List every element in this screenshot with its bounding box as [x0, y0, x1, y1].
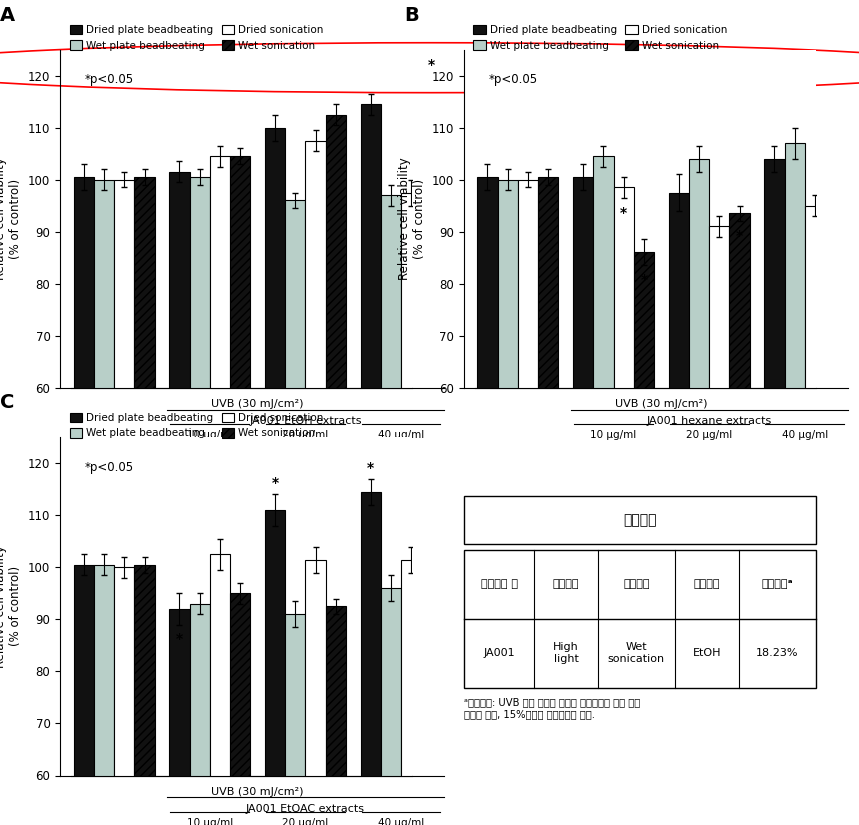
Legend: Dried plate beadbeating, Wet plate beadbeating, Dried sonication, Wet sonication: Dried plate beadbeating, Wet plate beadb… — [65, 408, 328, 443]
Text: Wet
sonication: Wet sonication — [608, 643, 665, 664]
Text: High
light: High light — [553, 643, 579, 664]
Text: 10 μg/ml: 10 μg/ml — [590, 431, 637, 441]
Text: 10 μg/ml: 10 μg/ml — [186, 431, 233, 441]
Bar — [74, 177, 94, 388]
Bar — [689, 158, 710, 388]
Legend: Dried plate beadbeating, Wet plate beadbeating, Dried sonication, Wet sonication: Dried plate beadbeating, Wet plate beadb… — [65, 21, 328, 55]
Text: 20 μg/ml: 20 μg/ml — [686, 431, 732, 441]
Bar — [326, 115, 346, 388]
Bar — [594, 156, 613, 388]
Bar — [765, 158, 784, 388]
Text: *p<0.05: *p<0.05 — [85, 461, 134, 474]
Bar — [401, 192, 421, 388]
Text: 효과정도ᵃ: 효과정도ᵃ — [761, 579, 793, 589]
Bar — [230, 593, 250, 776]
Bar — [668, 192, 689, 388]
Bar — [710, 226, 729, 388]
Y-axis label: Relative cell viability
(% of control): Relative cell viability (% of control) — [0, 158, 22, 280]
Text: *p<0.05: *p<0.05 — [489, 73, 538, 86]
Text: UVB (30 mJ/cm²): UVB (30 mJ/cm²) — [615, 399, 708, 409]
Text: JA001: JA001 — [484, 648, 515, 658]
Bar — [573, 177, 594, 388]
Text: 미세조류 종: 미세조류 종 — [480, 579, 518, 589]
Bar — [306, 559, 326, 776]
Bar — [210, 156, 230, 388]
Text: *: * — [428, 58, 435, 72]
Text: *: * — [640, 273, 648, 287]
Text: *p<0.05: *p<0.05 — [85, 73, 134, 86]
Text: *: * — [736, 229, 743, 243]
Bar — [497, 180, 518, 388]
Bar — [729, 214, 750, 388]
Bar — [784, 144, 805, 388]
Text: JA001 EtOAC extracts: JA001 EtOAC extracts — [246, 804, 365, 814]
Text: 추출방법: 추출방법 — [623, 579, 649, 589]
Bar — [613, 187, 634, 388]
Bar — [538, 177, 558, 388]
Bar — [230, 156, 250, 388]
Bar — [94, 180, 114, 388]
Bar — [190, 604, 210, 776]
Bar — [74, 565, 94, 775]
Bar — [169, 172, 190, 388]
Text: JA001 hexane extracts: JA001 hexane extracts — [647, 417, 771, 427]
Bar — [478, 177, 497, 388]
Bar — [326, 606, 346, 776]
Bar — [285, 614, 306, 775]
Bar — [94, 565, 114, 775]
Bar — [401, 559, 421, 776]
Text: UVB (30 mJ/cm²): UVB (30 mJ/cm²) — [211, 399, 304, 409]
Bar — [134, 565, 155, 775]
Text: *: * — [176, 633, 183, 647]
Bar — [265, 510, 285, 776]
Bar — [285, 200, 306, 388]
Bar — [134, 177, 155, 388]
Text: 20 μg/ml: 20 μg/ml — [283, 818, 328, 825]
Bar — [805, 205, 825, 388]
Y-axis label: Relative cell viability
(% of control): Relative cell viability (% of control) — [399, 158, 426, 280]
Bar — [361, 104, 381, 388]
Y-axis label: Relative cell viability
(% of control): Relative cell viability (% of control) — [0, 545, 22, 667]
Text: 40 μg/ml: 40 μg/ml — [378, 818, 424, 825]
Text: 20 μg/ml: 20 μg/ml — [283, 431, 328, 441]
Bar — [381, 588, 401, 776]
Text: UVB (30 mJ/cm²): UVB (30 mJ/cm²) — [211, 787, 304, 797]
Text: 40 μg/ml: 40 μg/ml — [782, 431, 828, 441]
Text: 추출용매: 추출용매 — [693, 579, 720, 589]
Text: 10 μg/ml: 10 μg/ml — [186, 818, 233, 825]
Bar — [210, 554, 230, 776]
Text: 40 μg/ml: 40 μg/ml — [378, 431, 424, 441]
Bar — [381, 196, 401, 388]
Text: ᵃ효과정도: UVB 조사 전후에 추출물 처리유무에 따른 세포
생존률 차이, 15%이상의 보호효과만 선택.: ᵃ효과정도: UVB 조사 전후에 추출물 처리유무에 따른 세포 생존률 차이… — [464, 697, 640, 719]
Text: *: * — [271, 476, 278, 490]
Bar — [634, 252, 654, 388]
Text: A: A — [0, 6, 15, 25]
Bar — [306, 140, 326, 388]
Text: *: * — [620, 205, 627, 219]
Text: *: * — [367, 460, 375, 474]
Bar — [265, 128, 285, 388]
Text: 배양방법: 배양방법 — [552, 579, 579, 589]
Text: 결과요약: 결과요약 — [624, 513, 656, 527]
Bar — [825, 192, 845, 388]
Bar — [464, 497, 816, 544]
Bar — [114, 180, 134, 388]
Legend: Dried plate beadbeating, Wet plate beadbeating, Dried sonication, Wet sonication: Dried plate beadbeating, Wet plate beadb… — [469, 21, 732, 55]
Bar — [361, 492, 381, 776]
Bar — [190, 177, 210, 388]
Text: EtOH: EtOH — [692, 648, 721, 658]
Bar — [421, 591, 442, 775]
Text: C: C — [0, 394, 15, 412]
Text: B: B — [404, 6, 418, 25]
Bar — [169, 609, 190, 776]
Bar — [114, 568, 134, 775]
Bar — [518, 180, 538, 388]
Bar — [464, 549, 816, 688]
Text: JA001 EtOH extracts: JA001 EtOH extracts — [249, 417, 362, 427]
Text: 18.23%: 18.23% — [756, 648, 799, 658]
Bar — [421, 88, 442, 388]
